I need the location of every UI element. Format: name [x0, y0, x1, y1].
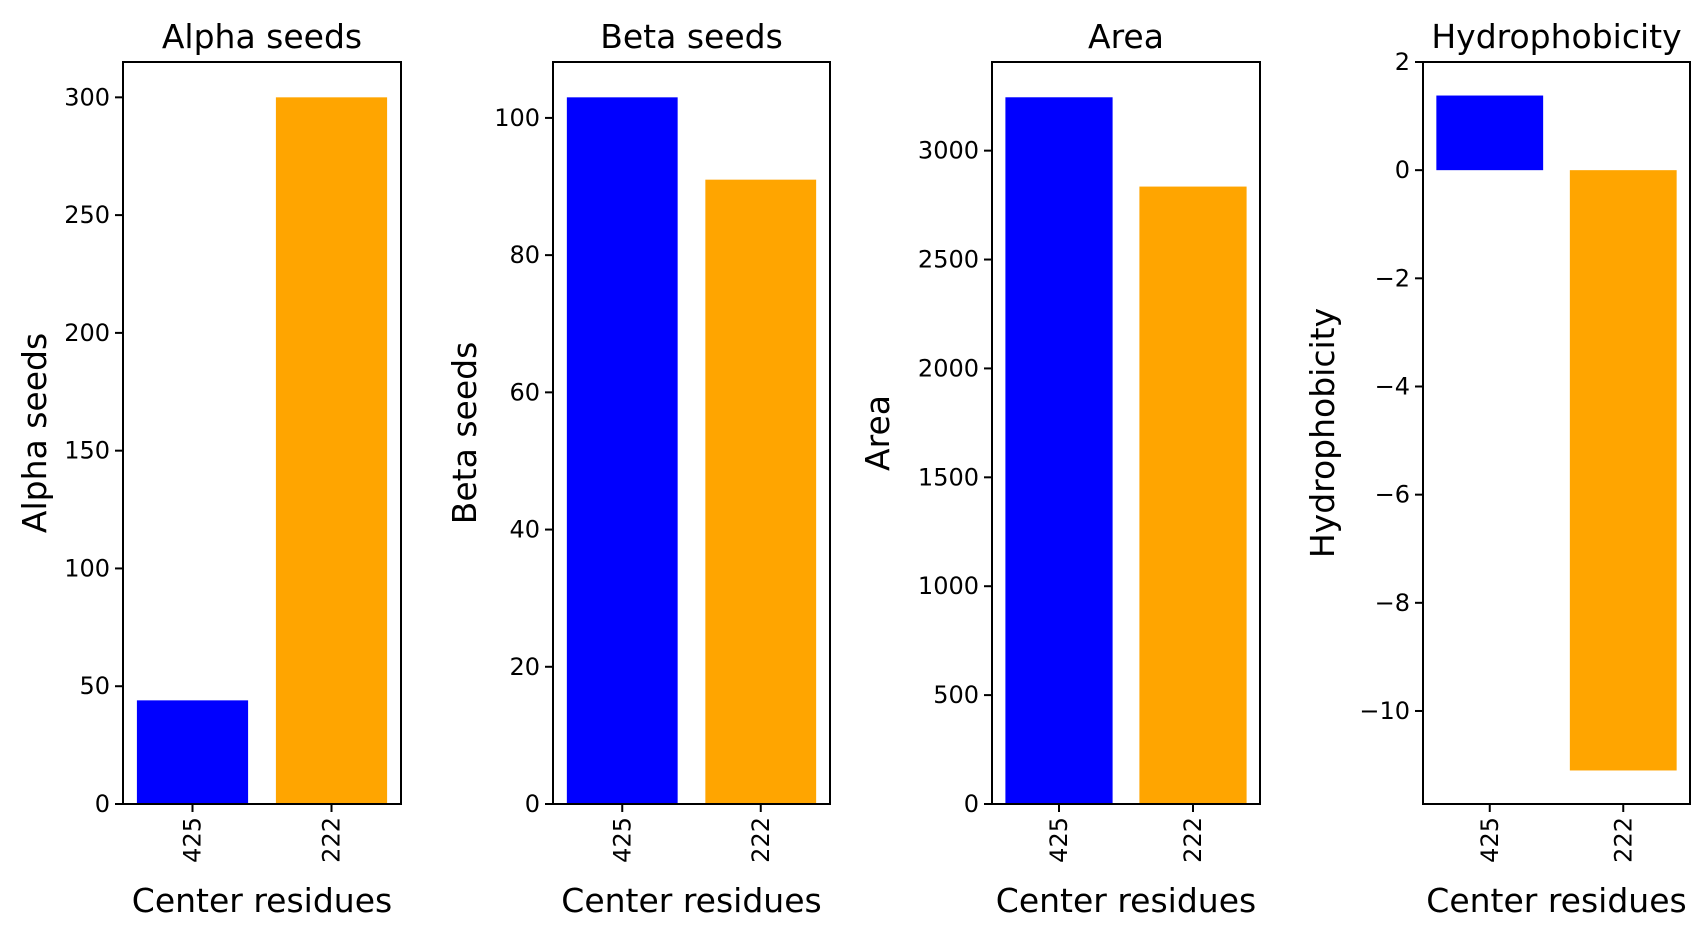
- y-tick-label: −6: [1375, 481, 1410, 509]
- bar-425: [1436, 95, 1544, 171]
- x-tick-label: 425: [179, 817, 207, 863]
- chart-panel-4: 2 0 −2 −4 −6 −8 −10 425 222 Hydrophobicity Center …: [1303, 17, 1691, 920]
- y-tick-label: 80: [509, 241, 540, 269]
- y-axis-label: Hydrophobicity: [1303, 308, 1342, 558]
- y-tick-label: 1500: [918, 463, 979, 491]
- y-axis-label: Area: [858, 395, 897, 471]
- plot-frame: [1422, 61, 1691, 805]
- chart-title: Alpha seeds: [162, 17, 362, 56]
- plot-frame: [991, 61, 1261, 805]
- plot-frame: [552, 61, 831, 805]
- y-tick-label: 0: [525, 790, 540, 818]
- y-tick-label: 100: [64, 554, 110, 582]
- y-tick-label: 2500: [918, 246, 979, 274]
- bar-222: [275, 97, 388, 805]
- y-axis-label: Alpha seeds: [15, 333, 54, 533]
- x-tick-label: 425: [1476, 817, 1504, 863]
- y-tick-label: 250: [64, 201, 110, 229]
- y-tick-label: 200: [64, 319, 110, 347]
- y-tick-label: 0: [95, 790, 110, 818]
- y-tick-label: −8: [1375, 589, 1410, 617]
- y-tick-label: 2: [1395, 48, 1410, 76]
- y-tick-label: 300: [64, 83, 110, 111]
- x-axis-label: Center residues: [561, 881, 821, 920]
- x-tick-label: 425: [1045, 817, 1073, 863]
- bar-425: [566, 97, 678, 805]
- x-tick-label: 222: [318, 817, 346, 863]
- chart-panel-2: 0 20 40 60 80 100 425 222 Beta seeds Center resid…: [445, 17, 831, 920]
- y-tick-label: 40: [509, 516, 540, 544]
- x-axis-label: Center residues: [1426, 881, 1686, 920]
- chart-title: Area: [1088, 17, 1164, 56]
- bar-222: [1139, 186, 1247, 805]
- y-tick-label: −4: [1375, 372, 1410, 400]
- chart-panel-1: 0 50 100 150 200 250 300 425 222 Alpha seeds Cente…: [15, 17, 402, 920]
- y-tick-label: 50: [79, 672, 110, 700]
- x-axis-label: Center residues: [132, 881, 392, 920]
- x-axis-label: Center residues: [996, 881, 1256, 920]
- bar-222: [705, 179, 817, 804]
- y-tick-label: 3000: [918, 137, 979, 165]
- x-tick-label: 222: [1609, 817, 1637, 863]
- y-axis-label: Beta seeds: [445, 342, 484, 525]
- plot-frame: [122, 61, 402, 805]
- y-tick-label: 500: [933, 681, 979, 709]
- y-tick-label: 100: [494, 104, 540, 132]
- chart-panel-3: 0 500 1000 1500 2000 2500 3000 425 222 Area Center…: [858, 17, 1261, 920]
- x-tick-label: 222: [747, 817, 775, 863]
- bar-425: [1005, 97, 1113, 804]
- chart-title: Beta seeds: [600, 17, 783, 56]
- bar-222: [1569, 170, 1677, 771]
- y-tick-label: 20: [509, 653, 540, 681]
- y-tick-label: −10: [1359, 697, 1410, 725]
- y-tick-label: 0: [1395, 156, 1410, 184]
- y-tick-label: −2: [1375, 264, 1410, 292]
- y-tick-label: 0: [964, 790, 979, 818]
- x-tick-label: 425: [608, 817, 636, 863]
- y-tick-label: 60: [509, 378, 540, 406]
- bar-425: [136, 700, 249, 804]
- y-tick-label: 1000: [918, 572, 979, 600]
- y-tick-label: 2000: [918, 354, 979, 382]
- x-tick-label: 222: [1179, 817, 1207, 863]
- chart-title: Hydrophobicity: [1431, 17, 1681, 56]
- y-tick-label: 150: [64, 437, 110, 465]
